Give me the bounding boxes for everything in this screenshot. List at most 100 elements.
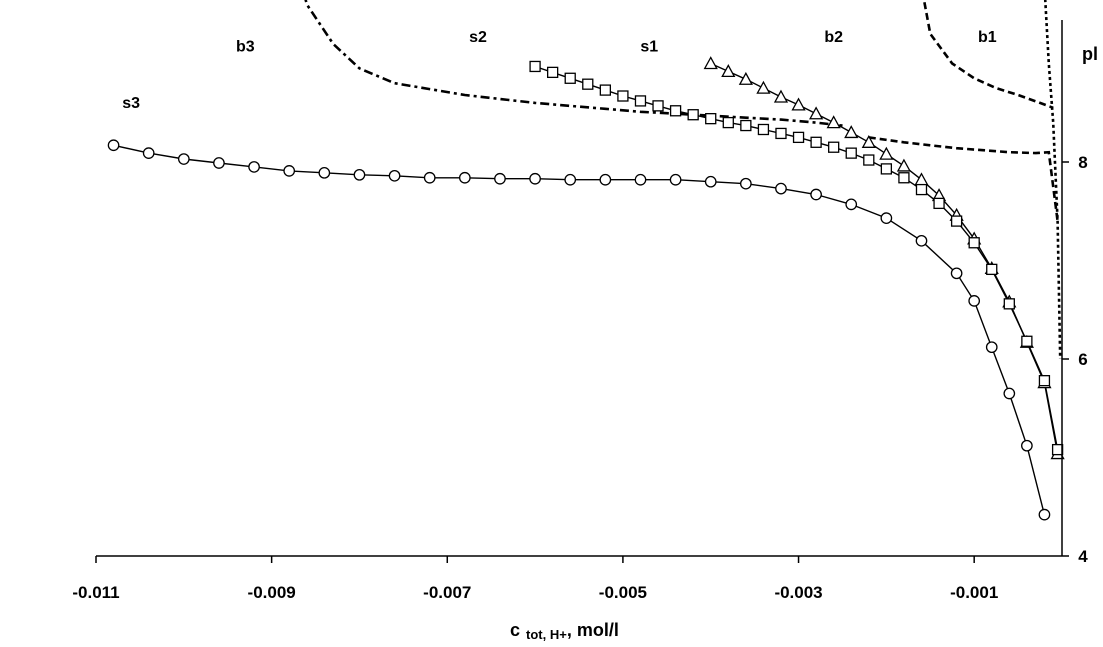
fit-line-s3 <box>113 144 1046 515</box>
data-point-s3 <box>845 198 858 211</box>
curve-labels: b1 b2 b3 s1 s2 s3 <box>122 29 997 112</box>
data-point-s2 <box>687 109 699 121</box>
data-point-s2 <box>652 100 664 112</box>
data-point-s1 <box>826 115 841 129</box>
data-point-s2 <box>828 141 840 153</box>
data-point-s1 <box>773 89 789 103</box>
data-point-s3 <box>915 234 928 247</box>
data-point-s3 <box>564 173 577 186</box>
x-tick-label: -0.011 <box>72 583 119 602</box>
data-point-s3 <box>985 341 998 354</box>
curve-label-b2: b2 <box>824 29 843 46</box>
data-point-s2 <box>1038 375 1051 387</box>
curve-label-b1: b1 <box>978 29 997 46</box>
data-point-s3 <box>142 147 155 159</box>
data-point-s2 <box>599 84 611 96</box>
data-point-s2 <box>845 147 857 159</box>
data-point-s1 <box>809 106 824 120</box>
data-point-s3 <box>1021 439 1033 452</box>
y-tick-label: 6 <box>1078 350 1087 369</box>
data-point-s2 <box>1021 335 1033 347</box>
x-axis-title-tail: , mol/l <box>567 620 619 640</box>
data-point-s1 <box>756 80 771 94</box>
fit-lines <box>113 62 1059 515</box>
x-tick-label: -0.007 <box>423 583 471 602</box>
data-point-s2 <box>529 60 541 73</box>
data-point-s3 <box>353 168 366 181</box>
data-point-s2 <box>986 263 998 276</box>
data-point-s2 <box>740 119 752 132</box>
data-point-s2 <box>810 136 822 148</box>
fit-line-s2 <box>534 65 1059 450</box>
data-point-s2 <box>933 197 945 210</box>
data-point-s1 <box>738 71 753 85</box>
data-markers <box>107 56 1065 521</box>
curve-label-s2: s2 <box>469 29 487 46</box>
data-point-s2 <box>880 163 893 175</box>
data-point-s3 <box>458 171 471 184</box>
boundary-curve-b2-lower <box>868 136 1059 222</box>
data-point-s2 <box>722 116 734 129</box>
x-tick-label: -0.003 <box>774 583 822 602</box>
data-point-s2 <box>669 105 682 117</box>
y-tick-label: 8 <box>1078 153 1087 172</box>
boundary-curves <box>304 0 1062 360</box>
curve-label-b3: b3 <box>236 39 255 56</box>
data-point-s3 <box>283 165 296 177</box>
data-point-s1 <box>896 158 912 172</box>
data-point-s2 <box>564 72 576 84</box>
data-point-s2 <box>757 123 770 136</box>
data-point-s3 <box>740 177 752 190</box>
data-point-s2 <box>634 95 647 107</box>
data-point-s3 <box>669 173 682 186</box>
data-point-s2 <box>705 113 717 125</box>
data-point-s2 <box>582 78 594 90</box>
x-axis-title: c tot, H+, mol/l <box>510 620 619 642</box>
data-point-s3 <box>388 169 401 182</box>
data-point-s2 <box>617 90 629 102</box>
data-point-s3 <box>704 175 717 188</box>
data-point-s3 <box>494 172 506 185</box>
y-tick-label: 4 <box>1078 547 1088 566</box>
data-point-s3 <box>423 171 436 184</box>
data-point-s3 <box>1038 508 1051 521</box>
y-axis-title: pl <box>1082 44 1098 64</box>
data-point-s1 <box>914 172 929 186</box>
boundary-curve-b2 <box>922 0 1054 110</box>
data-point-s2 <box>950 215 963 227</box>
data-point-s3 <box>318 166 331 179</box>
data-point-s3 <box>880 212 893 224</box>
data-point-s2 <box>863 154 875 166</box>
data-point-s3 <box>213 157 225 169</box>
data-point-s2 <box>547 66 559 79</box>
data-point-s3 <box>634 173 647 186</box>
data-point-s1 <box>721 64 736 78</box>
tick-marks: -0.011 -0.009 -0.007 -0.005 -0.003 -0.001 4 6 8 <box>72 153 1088 602</box>
data-point-s3 <box>968 295 981 307</box>
data-point-s3 <box>775 182 787 195</box>
data-point-s1 <box>703 56 718 70</box>
data-point-s2 <box>792 131 805 144</box>
curve-label-s3: s3 <box>122 95 140 112</box>
x-axis-title-main: c <box>510 620 520 640</box>
data-point-s1 <box>879 146 894 160</box>
data-point-s3 <box>248 161 260 173</box>
data-point-s2 <box>1051 443 1064 456</box>
x-tick-label: -0.009 <box>248 583 296 602</box>
x-tick-label: -0.005 <box>599 583 647 602</box>
curve-label-s1: s1 <box>640 39 658 56</box>
data-point-s3 <box>107 139 120 152</box>
data-point-s2 <box>915 183 928 196</box>
data-point-s1 <box>861 134 876 148</box>
x-tick-label: -0.001 <box>950 583 998 602</box>
boundary-curve-b1 <box>1043 0 1062 360</box>
data-point-s3 <box>810 188 822 201</box>
data-point-s2 <box>1003 298 1015 310</box>
boundary-curve-b3 <box>304 0 843 127</box>
data-point-s2 <box>968 237 980 249</box>
data-point-s3 <box>177 153 190 165</box>
data-point-s3 <box>599 173 612 186</box>
data-point-s3 <box>950 267 963 280</box>
data-point-s1 <box>791 97 806 111</box>
